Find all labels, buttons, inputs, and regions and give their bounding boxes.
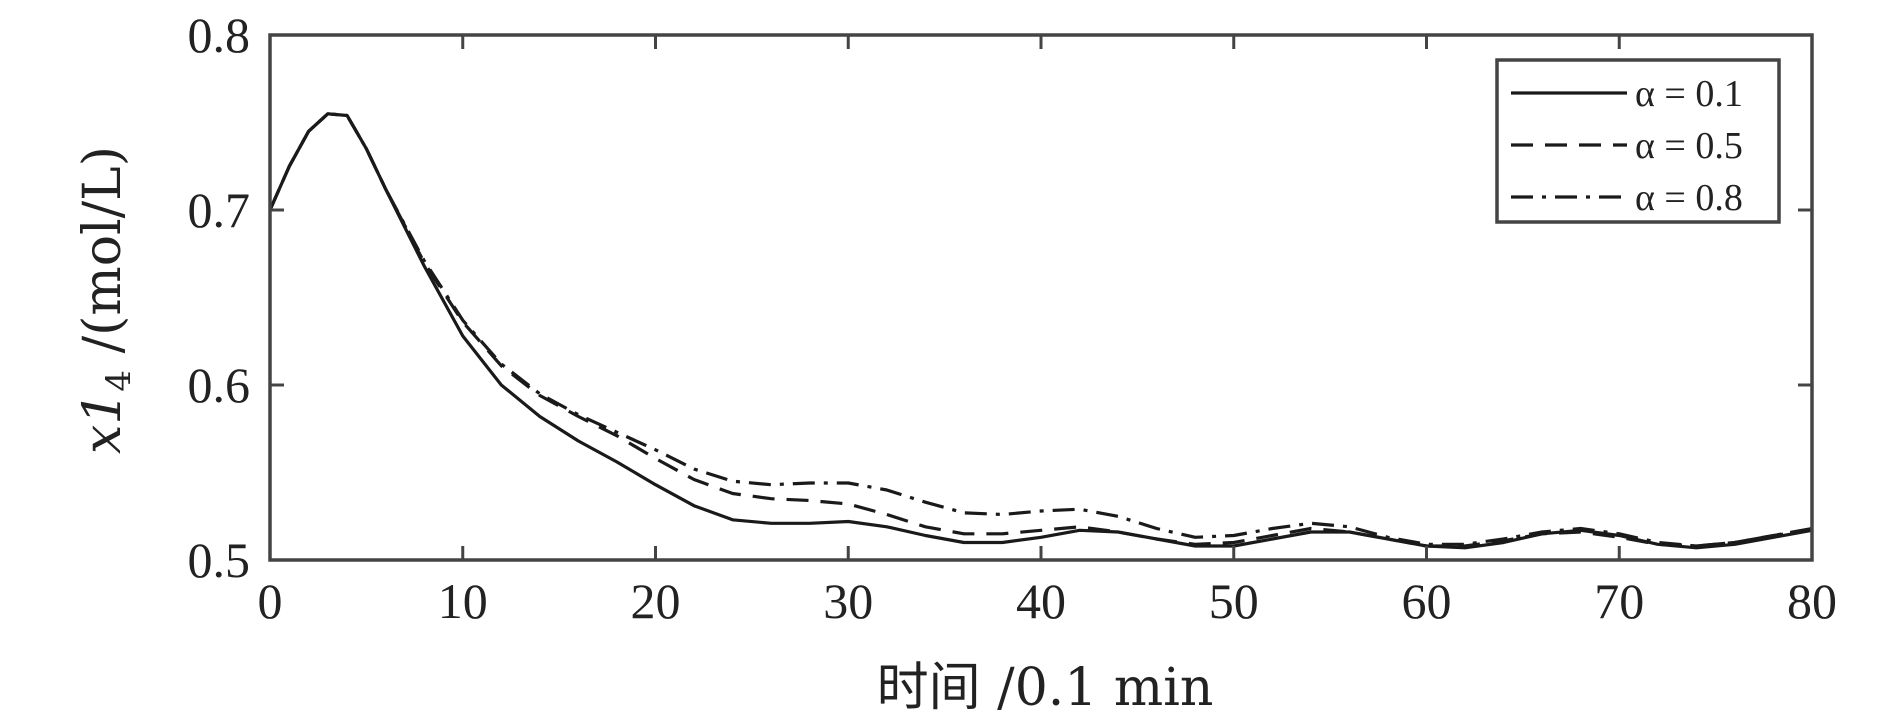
legend-label-3: α = 0.8 (1635, 177, 1743, 219)
y-axis-label-sub: 4 (99, 370, 139, 392)
x-tick-label: 60 (1402, 573, 1452, 629)
ticks-layer: 0 10 20 30 40 50 60 70 80 0.5 0.6 0.7 0.8 (188, 7, 1838, 629)
y-tick-label: 0.5 (188, 532, 251, 588)
x-tick-label: 0 (258, 573, 283, 629)
legend-label-2: α = 0.5 (1635, 125, 1743, 167)
x-tick-label: 70 (1594, 573, 1644, 629)
y-axis-label: x14 /(mol/L) (73, 146, 139, 454)
series-line-3 (268, 112, 1813, 548)
y-tick-label: 0.8 (188, 7, 251, 63)
legend: α = 0.1 α = 0.5 α = 0.8 (1495, 58, 1781, 224)
x-tick-label: 40 (1016, 573, 1066, 629)
x-tick-label: 80 (1787, 573, 1837, 629)
x-tick-label: 10 (438, 573, 488, 629)
y-axis-label-var: x1 (73, 392, 133, 454)
y-tick-label: 0.6 (188, 357, 251, 413)
series-layer (268, 112, 1813, 550)
x-tick-label: 20 (631, 573, 681, 629)
y-tick-label: 0.7 (188, 182, 251, 238)
x-tick-label: 50 (1209, 573, 1259, 629)
x-axis-label: 时间 /0.1 min (877, 658, 1214, 718)
x-tick-label: 30 (823, 573, 873, 629)
legend-box (1495, 58, 1781, 224)
y-axis-label-unit: /(mol/L) (73, 146, 133, 370)
legend-label-1: α = 0.1 (1635, 73, 1743, 115)
